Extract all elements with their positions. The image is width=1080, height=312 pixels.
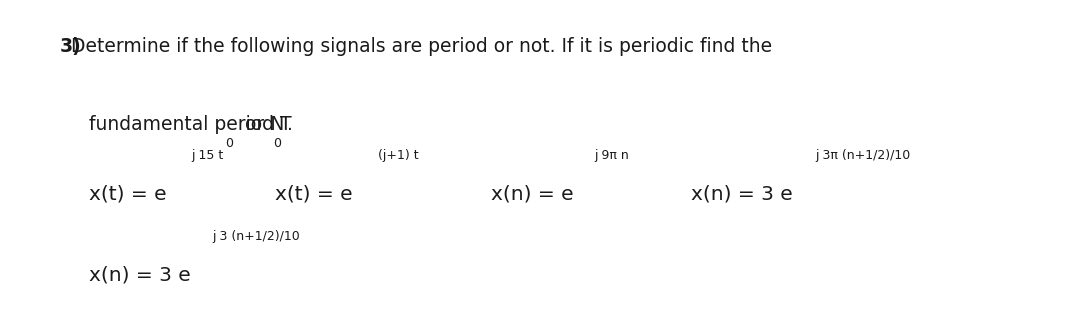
Text: x(t) = e: x(t) = e <box>275 185 353 204</box>
Text: j 3 (n+1/2)/10: j 3 (n+1/2)/10 <box>213 230 300 243</box>
Text: x(n) = 3 e: x(n) = 3 e <box>89 266 190 285</box>
Text: 0: 0 <box>272 137 281 150</box>
Text: .: . <box>287 115 293 134</box>
Text: fundamental period T: fundamental period T <box>59 115 292 134</box>
Text: j 3π (n+1/2)/10: j 3π (n+1/2)/10 <box>815 149 910 162</box>
Text: x(t) = e: x(t) = e <box>89 185 166 204</box>
Text: 3): 3) <box>59 37 81 56</box>
Text: 0: 0 <box>226 137 233 150</box>
Text: x(n) = 3 e: x(n) = 3 e <box>691 185 793 204</box>
Text: j 15 t: j 15 t <box>191 149 224 162</box>
Text: (j+1) t: (j+1) t <box>378 149 419 162</box>
Text: x(n) = e: x(n) = e <box>491 185 575 204</box>
Text: j 9π n: j 9π n <box>594 149 629 162</box>
Text: or N: or N <box>240 115 285 134</box>
Text: Determine if the following signals are period or not. If it is periodic find the: Determine if the following signals are p… <box>59 37 772 56</box>
